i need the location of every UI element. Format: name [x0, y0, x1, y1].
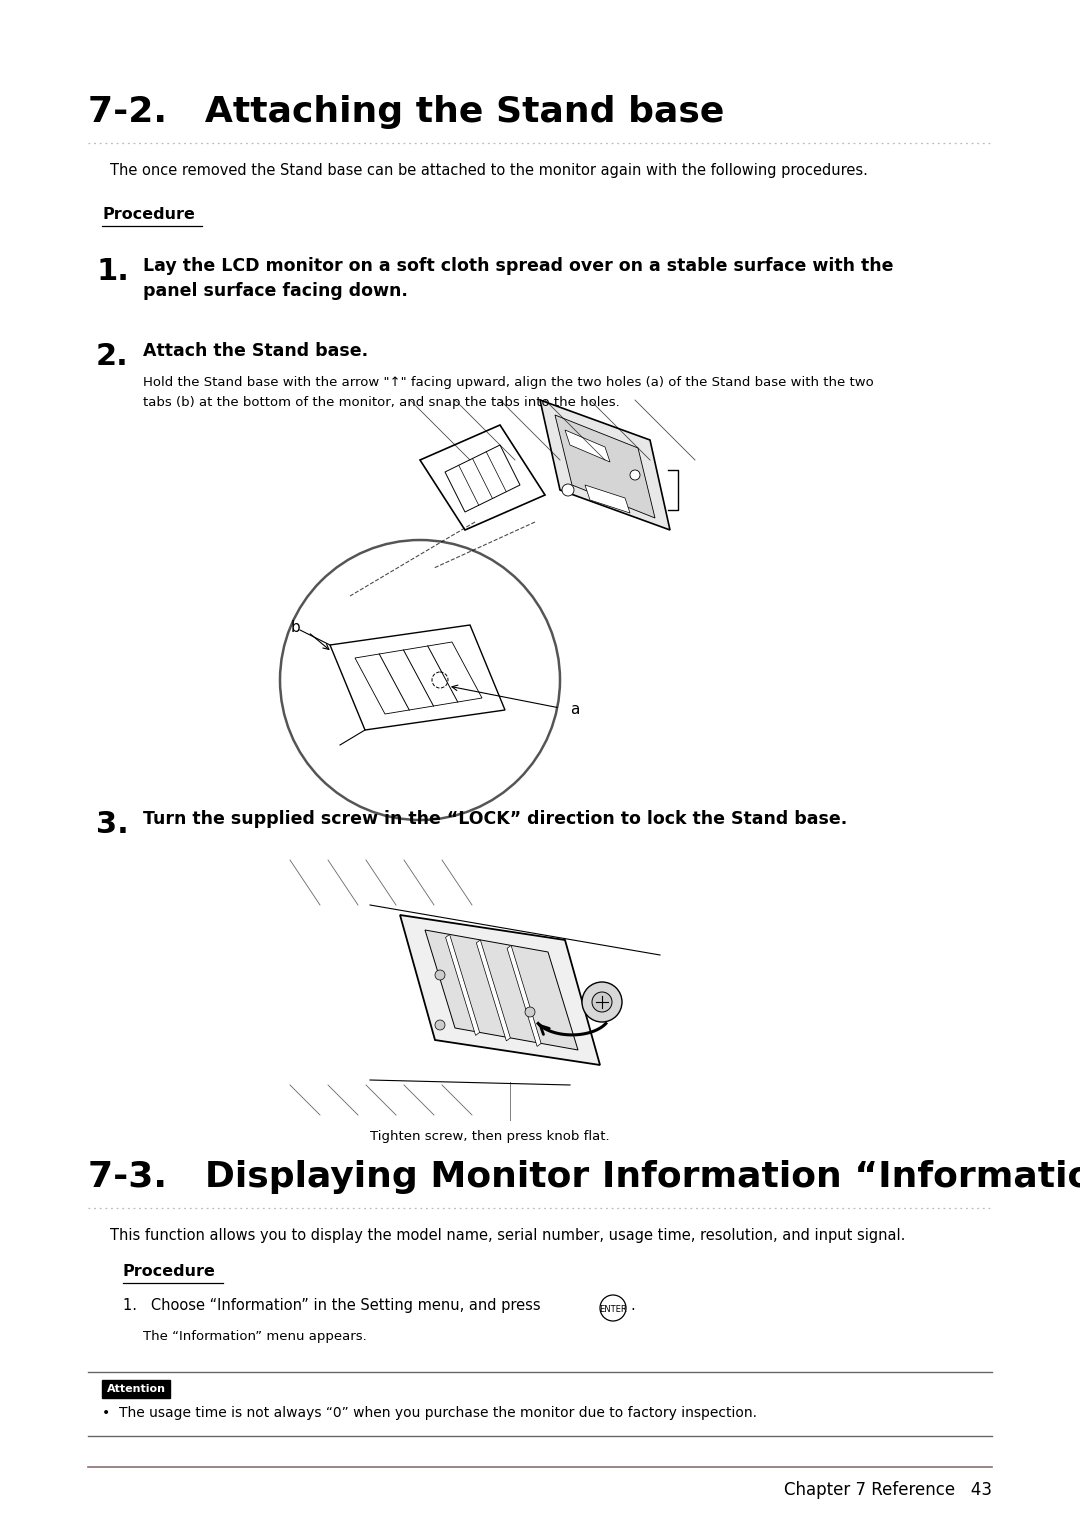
Text: •  The usage time is not always “0” when you purchase the monitor due to factory: • The usage time is not always “0” when … [102, 1406, 757, 1420]
Text: Tighten screw, then press knob flat.: Tighten screw, then press knob flat. [370, 1130, 610, 1144]
Text: ENTER: ENTER [599, 1304, 626, 1313]
Text: 3.: 3. [96, 809, 129, 838]
Text: a: a [570, 702, 580, 718]
Text: Procedure: Procedure [102, 208, 194, 221]
FancyBboxPatch shape [102, 1380, 170, 1399]
Text: Procedure: Procedure [123, 1264, 216, 1280]
Polygon shape [585, 486, 630, 513]
Circle shape [562, 484, 573, 496]
Text: tabs (b) at the bottom of the monitor, and snap the tabs into the holes.: tabs (b) at the bottom of the monitor, a… [143, 395, 620, 409]
Text: Lay the LCD monitor on a soft cloth spread over on a stable surface with the
pan: Lay the LCD monitor on a soft cloth spre… [143, 257, 893, 299]
Circle shape [525, 1006, 535, 1017]
Circle shape [592, 993, 612, 1012]
Text: 7-2.   Attaching the Stand base: 7-2. Attaching the Stand base [87, 95, 725, 128]
Polygon shape [476, 941, 511, 1041]
Text: b: b [291, 620, 300, 635]
Polygon shape [540, 400, 670, 530]
Polygon shape [426, 930, 578, 1051]
Polygon shape [400, 915, 600, 1064]
Text: This function allows you to display the model name, serial number, usage time, r: This function allows you to display the … [110, 1228, 905, 1243]
Text: 1.: 1. [96, 257, 129, 286]
Circle shape [630, 470, 640, 479]
Text: Attach the Stand base.: Attach the Stand base. [143, 342, 368, 360]
Text: Attention: Attention [107, 1383, 165, 1394]
Text: .: . [630, 1298, 635, 1313]
Text: 2.: 2. [96, 342, 129, 371]
Circle shape [582, 982, 622, 1022]
Polygon shape [565, 431, 610, 463]
Polygon shape [555, 415, 654, 518]
Text: The once removed the Stand base can be attached to the monitor again with the fo: The once removed the Stand base can be a… [110, 163, 868, 179]
Text: 1.   Choose “Information” in the Setting menu, and press: 1. Choose “Information” in the Setting m… [123, 1298, 541, 1313]
Circle shape [435, 970, 445, 980]
Text: Turn the supplied screw in the “LOCK” direction to lock the Stand base.: Turn the supplied screw in the “LOCK” di… [143, 809, 847, 828]
Polygon shape [446, 935, 480, 1035]
Text: Chapter 7 Reference   43: Chapter 7 Reference 43 [784, 1481, 993, 1500]
Text: 7-3.   Displaying Monitor Information “Information”: 7-3. Displaying Monitor Information “Inf… [87, 1161, 1080, 1194]
Polygon shape [508, 945, 541, 1046]
Text: The “Information” menu appears.: The “Information” menu appears. [143, 1330, 367, 1344]
Circle shape [435, 1020, 445, 1031]
Text: Hold the Stand base with the arrow "↑" facing upward, align the two holes (a) of: Hold the Stand base with the arrow "↑" f… [143, 376, 874, 389]
